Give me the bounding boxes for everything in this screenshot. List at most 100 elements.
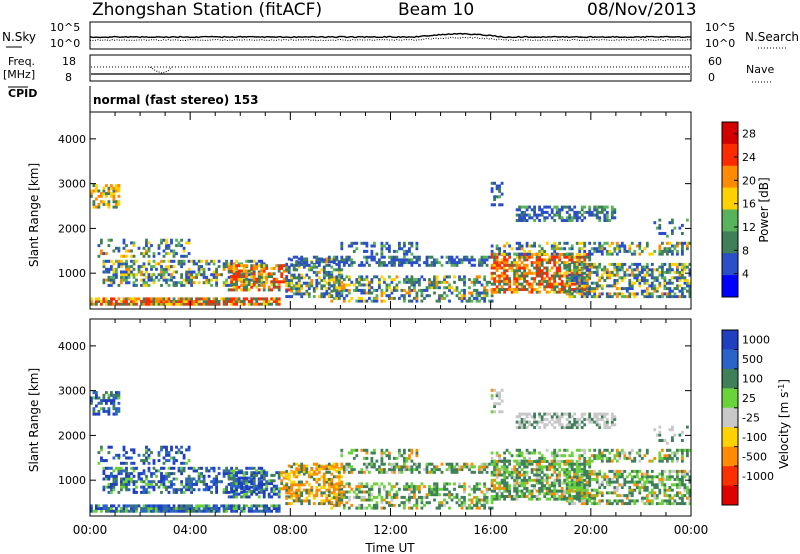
power-cell (453, 261, 456, 265)
velocity-cell (272, 487, 276, 491)
velocity-cell (167, 490, 171, 494)
velocity-cell (435, 468, 439, 472)
power-cell (265, 297, 269, 301)
power-cell (295, 289, 299, 293)
power-cell (468, 291, 471, 295)
power-cell (630, 241, 634, 245)
velocity-cell (550, 462, 554, 466)
velocity-cell (340, 494, 344, 498)
power-cell (167, 267, 171, 271)
power-cell (172, 297, 176, 301)
velocity-cell (345, 501, 349, 505)
power-cell (197, 300, 201, 303)
power-cell (493, 266, 496, 270)
velocity-cell (97, 396, 101, 400)
power-cell (368, 280, 371, 284)
power-cell (643, 295, 647, 299)
power-cell (620, 244, 624, 248)
velocity-cell (232, 479, 236, 483)
velocity-cell (365, 451, 369, 455)
power-cell (603, 241, 607, 245)
velocity-cell (155, 469, 158, 473)
power-cell (435, 283, 439, 287)
velocity-cell (373, 495, 376, 499)
velocity-cell (588, 456, 592, 460)
velocity-cell (175, 488, 178, 492)
velocity-cell (503, 476, 506, 480)
power-cell (515, 288, 519, 291)
power-cell (515, 213, 519, 217)
power-cell (295, 255, 299, 259)
velocity-cell (287, 495, 291, 499)
velocity-cell (342, 490, 346, 494)
power-cell (247, 259, 251, 263)
power-cell (255, 285, 259, 289)
velocity-cell (530, 415, 534, 419)
power-cell (390, 258, 394, 262)
power-cell (485, 263, 489, 267)
power-cell (290, 273, 294, 277)
power-cell (420, 275, 424, 279)
power-cell (130, 270, 133, 274)
power-cell (590, 210, 594, 214)
velocity-cell (252, 487, 256, 491)
power-cell (332, 280, 336, 284)
velocity-cell (385, 493, 389, 497)
power-cell (568, 258, 572, 262)
power-cell (495, 195, 499, 199)
power-cell (553, 288, 557, 291)
power-cell (615, 279, 619, 282)
velocity-cell (235, 482, 238, 485)
velocity-cell (210, 466, 213, 470)
power-cell (300, 284, 304, 288)
power-cell (513, 261, 516, 265)
velocity-cell (403, 501, 406, 505)
velocity-cell (433, 485, 436, 489)
velocity-cell (285, 502, 289, 506)
power-cell (448, 258, 451, 262)
power-cell (255, 280, 259, 284)
power-cell (340, 244, 344, 248)
velocity-cell (292, 475, 296, 479)
velocity-cell (453, 465, 456, 469)
power-cell (553, 241, 557, 245)
power-cell (105, 192, 108, 196)
power-cell (523, 255, 526, 259)
velocity-cell (550, 459, 554, 463)
velocity-cell (127, 474, 131, 478)
velocity-cell (363, 462, 366, 466)
power-cell (628, 249, 632, 253)
velocity-cell (105, 504, 108, 508)
power-cell (666, 249, 669, 253)
velocity-cell (357, 490, 361, 494)
velocity-cell (245, 466, 249, 470)
power-cell (513, 274, 516, 278)
velocity-cell (345, 482, 349, 486)
power-cell (115, 267, 118, 271)
power-cell (165, 278, 168, 282)
power-cell (470, 280, 474, 284)
velocity-cell (400, 465, 404, 469)
power-cell (342, 299, 346, 303)
velocity-cell (265, 482, 269, 486)
velocity-cell (493, 465, 496, 469)
power-cell (100, 249, 103, 253)
velocity-cell (398, 503, 401, 507)
velocity-cell (570, 495, 574, 498)
velocity-cell (180, 490, 183, 494)
power-cell (495, 288, 499, 291)
velocity-cell (160, 466, 163, 470)
power-cell (570, 282, 574, 286)
power-cell (465, 299, 469, 303)
power-cell (545, 290, 549, 294)
power-cell (635, 279, 639, 282)
velocity-cell (265, 509, 269, 513)
velocity-cell (666, 456, 669, 460)
velocity-cell (438, 506, 441, 510)
power-cell (357, 299, 361, 303)
velocity-cell (110, 504, 113, 508)
power-cell (640, 249, 644, 253)
noise-panel: N.Sky 10^5 10^0 10^5 10^0 N.Search (2, 21, 799, 50)
power-cell (573, 295, 577, 299)
velocity-cell (520, 417, 524, 421)
